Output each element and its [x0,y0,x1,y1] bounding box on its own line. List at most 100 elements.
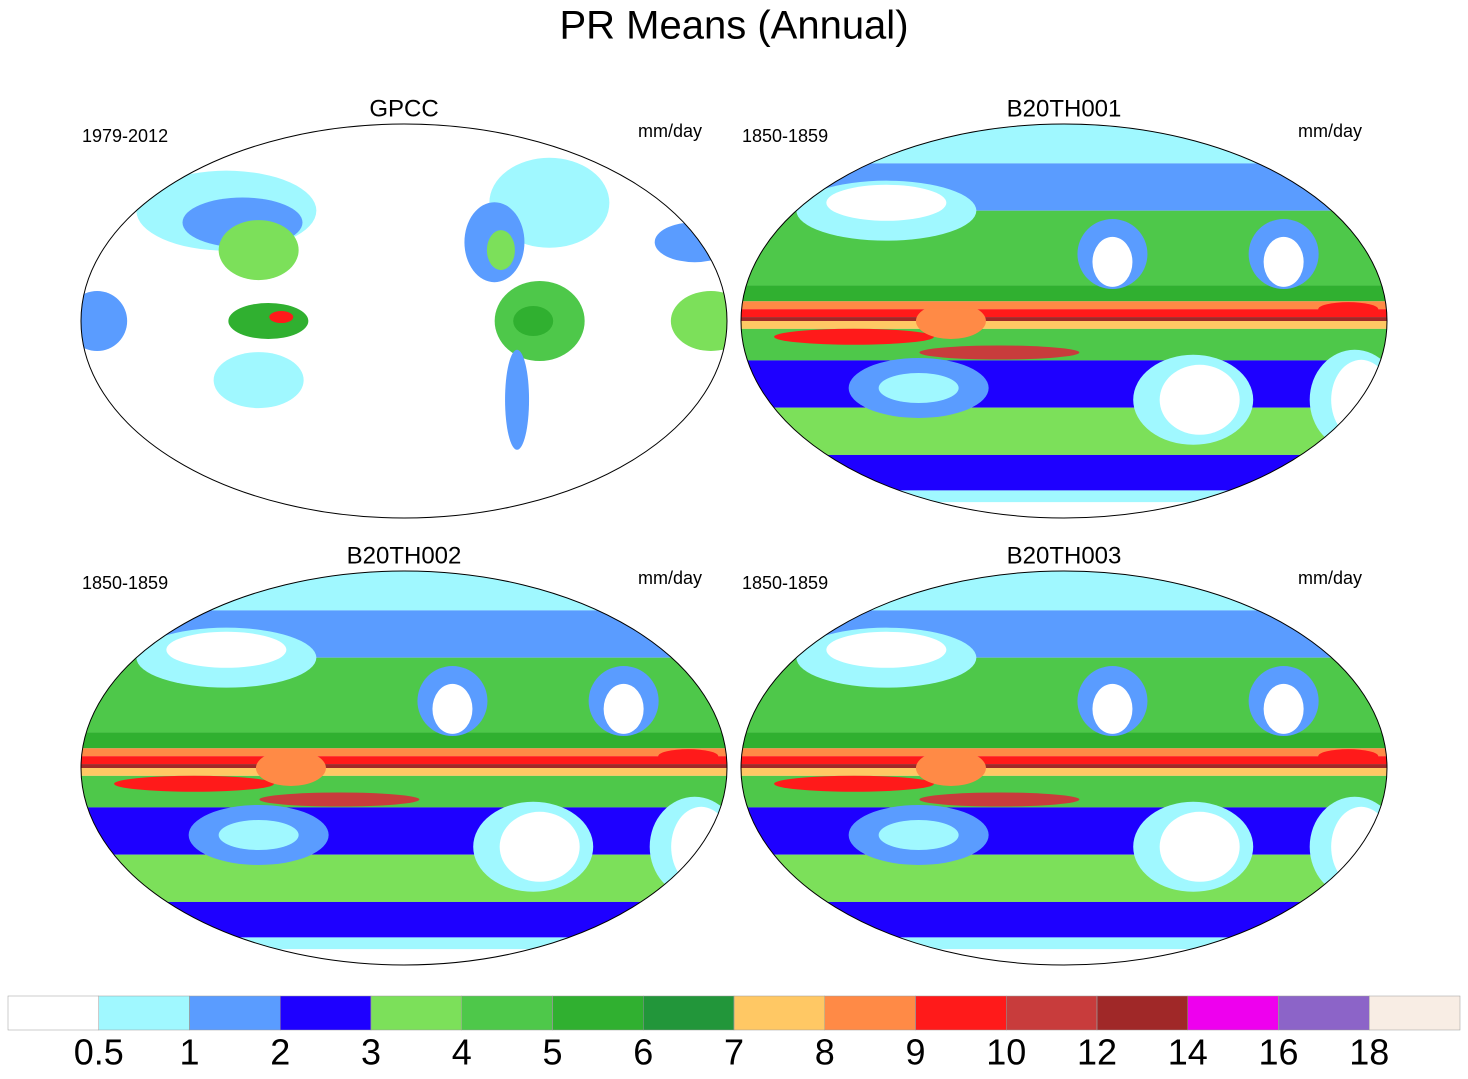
precip-region [878,819,959,850]
precip-band [741,454,1387,491]
precip-region [658,749,719,764]
precip-region [81,291,128,351]
precip-region [919,345,1080,360]
precip-band [81,937,727,950]
precip-band [81,756,727,765]
colorbar-box [1369,995,1461,1031]
precip-region [670,291,727,351]
precip-region [166,631,287,668]
precip-band [741,748,1387,757]
precip-region [1159,364,1240,435]
precip-band [81,949,727,965]
precip-band [741,571,1387,611]
panel-period: 1850-1859 [742,573,828,593]
map [81,571,727,965]
precip-region [1092,683,1133,734]
precip-region [218,220,299,281]
colorbar-label: 14 [1168,1032,1208,1073]
map-outline [740,570,1388,966]
colorbar-label: 5 [542,1032,562,1073]
precip-band [741,732,1387,749]
panel-units: mm/day [1298,568,1362,588]
colorbar-box [370,995,462,1031]
precip-region [269,311,294,324]
precip-region [774,775,935,792]
precip-band [81,901,727,938]
colorbar-box [98,995,190,1031]
colorbar-label: 7 [724,1032,744,1073]
precip-band [741,285,1387,302]
precip-band [741,321,1387,329]
colorbar-box [552,995,644,1031]
precip-band [741,502,1387,518]
panel-period: 1850-1859 [742,126,828,146]
colorbar-label: 10 [986,1032,1026,1073]
precip-region [603,683,644,734]
precip-band [741,407,1387,455]
map [81,124,727,518]
precip-band [741,124,1387,164]
precip-band [741,360,1387,408]
precip-region [1331,806,1387,887]
panel-title: B20TH001 [1007,95,1122,122]
colorbar-label: 9 [905,1032,925,1073]
figure-title: PR Means (Annual) [559,4,908,48]
precip-region [1331,359,1387,440]
precip-region [1263,236,1304,287]
precip-region [432,683,473,734]
precip-region [513,306,554,336]
precip-region [259,792,420,807]
precip-region [1263,683,1304,734]
colorbar-box [1278,995,1370,1031]
precip-band [741,301,1387,310]
precip-region [1318,749,1379,764]
map [741,124,1387,518]
colorbar-label: 12 [1077,1032,1117,1073]
precip-region [228,303,309,339]
colorbar-box [915,995,1007,1031]
precip-region [774,328,935,345]
panel-units: mm/day [1298,121,1362,141]
precip-region [218,819,299,850]
panel-units: mm/day [638,568,702,588]
colorbar-box [824,995,916,1031]
colorbar-label: 4 [452,1032,472,1073]
colorbar-box [280,995,372,1031]
precip-band [81,807,727,855]
precip-band [741,807,1387,855]
precip-region [486,230,515,271]
precip-region [878,372,959,403]
precip-region [1318,302,1379,317]
colorbar-box [1006,995,1098,1031]
precip-region [826,184,947,221]
precip-band [741,317,1387,321]
colorbar-label: 8 [815,1032,835,1073]
colorbar-label: 0.5 [74,1032,124,1073]
colorbar-label: 1 [179,1032,199,1073]
precip-region [654,222,727,263]
panel-title: B20TH003 [1007,542,1122,569]
precip-band [81,748,727,757]
colorbar-box [7,995,99,1031]
precip-band [81,732,727,749]
precip-region [826,631,947,668]
precip-band [741,937,1387,950]
colorbar-box [643,995,735,1031]
panel-period: 1979-2012 [82,126,168,146]
precip-region [915,303,986,339]
colorbar-label: 2 [270,1032,290,1073]
colorbar-box [733,995,825,1031]
precip-band [81,764,727,768]
precip-band [741,768,1387,776]
precip-band [81,571,727,611]
precip-region [1092,236,1133,287]
precip-region [915,750,986,786]
colorbar-box [461,995,553,1031]
map-outline [80,123,728,519]
precip-band [81,768,727,776]
precip-band [741,764,1387,768]
precip-region [1159,811,1240,882]
map [741,571,1387,965]
